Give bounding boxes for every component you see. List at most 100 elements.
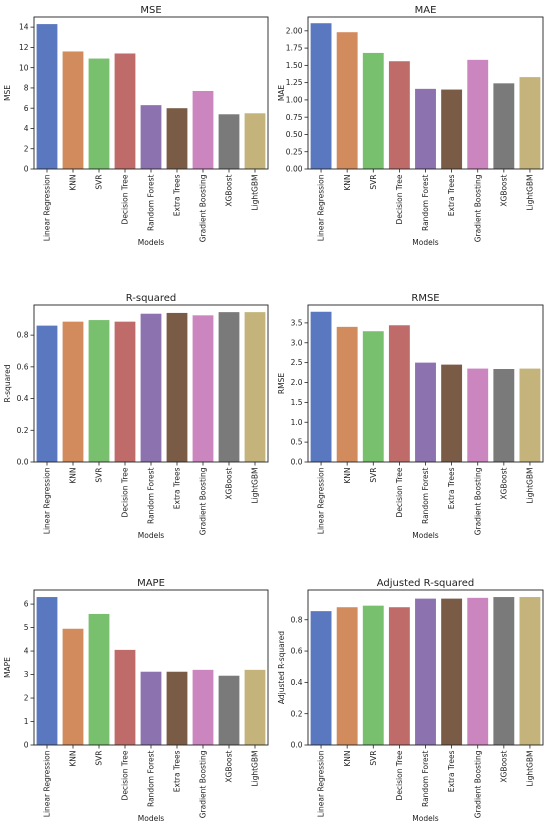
x-tick-label: SVR bbox=[369, 751, 378, 766]
bar bbox=[388, 607, 410, 745]
bar bbox=[140, 313, 162, 462]
y-axis-label: MAE bbox=[277, 85, 286, 102]
y-tick-label: 1.75 bbox=[286, 44, 303, 53]
x-tick-label: Extra Trees bbox=[447, 174, 456, 216]
bar bbox=[310, 611, 332, 745]
bar bbox=[362, 605, 384, 745]
bar bbox=[336, 607, 358, 745]
bar bbox=[36, 24, 58, 170]
chart-title: RMSE bbox=[411, 293, 439, 304]
y-tick-label: 0.0 bbox=[17, 458, 29, 467]
x-tick-label: LightGBM bbox=[251, 751, 260, 787]
x-tick-label: Linear Regression bbox=[43, 174, 52, 241]
x-tick-label: Extra Trees bbox=[173, 750, 182, 792]
y-tick-label: 3.5 bbox=[291, 318, 303, 327]
y-tick-label: 3.0 bbox=[291, 338, 303, 347]
y-tick-label: 0 bbox=[24, 165, 29, 174]
chart-title: MSE bbox=[140, 5, 161, 16]
y-tick-label: 10 bbox=[19, 63, 29, 72]
y-tick-label: 2.00 bbox=[286, 26, 303, 35]
bar bbox=[218, 312, 240, 462]
bar bbox=[114, 649, 136, 745]
bar bbox=[310, 311, 332, 462]
x-tick-label: LightGBM bbox=[526, 751, 535, 787]
bar bbox=[336, 32, 358, 170]
y-tick-label: 0.6 bbox=[17, 362, 29, 371]
bar bbox=[36, 325, 58, 462]
bar bbox=[519, 597, 541, 745]
x-axis-label: Models bbox=[412, 238, 439, 247]
x-tick-label: Gradient Boosting bbox=[199, 174, 208, 242]
x-tick-label: Linear Regression bbox=[317, 467, 326, 534]
bar bbox=[388, 325, 410, 462]
chart-panel-5: 0 1 2 3 4 5 6 Linear Regression KNN SVR Decision T… bbox=[3, 578, 269, 823]
bar bbox=[415, 362, 436, 462]
x-tick-label: Gradient Boosting bbox=[199, 750, 208, 818]
bar bbox=[218, 675, 240, 745]
x-tick-label: Linear Regression bbox=[317, 174, 326, 241]
x-tick-label: Extra Trees bbox=[447, 750, 456, 792]
y-tick-label: 1.5 bbox=[291, 398, 303, 407]
y-tick-label: 4 bbox=[24, 647, 29, 656]
chart-title: Adjusted R-squared bbox=[377, 578, 475, 589]
bar bbox=[310, 23, 332, 169]
bar bbox=[519, 368, 541, 462]
bar bbox=[88, 320, 110, 462]
bar bbox=[441, 364, 463, 462]
y-axis-label: MAPE bbox=[3, 657, 12, 678]
bar bbox=[62, 51, 84, 170]
x-axis-label: Models bbox=[138, 814, 165, 823]
x-tick-label: KNN bbox=[69, 751, 78, 767]
x-tick-label: Extra Trees bbox=[173, 174, 182, 216]
y-axis-label: R-squared bbox=[3, 364, 12, 402]
x-tick-label: Gradient Boosting bbox=[473, 750, 482, 818]
x-tick-label: LightGBM bbox=[251, 468, 260, 504]
y-tick-label: 6 bbox=[24, 600, 29, 609]
y-tick-label: 6 bbox=[24, 104, 29, 113]
x-tick-label: KNN bbox=[343, 468, 352, 484]
x-tick-label: LightGBM bbox=[526, 468, 535, 504]
bar bbox=[441, 598, 463, 745]
chart-title: MAPE bbox=[137, 578, 165, 589]
x-tick-label: XGBoost bbox=[225, 174, 234, 206]
bar bbox=[244, 312, 266, 462]
chart-panel-4: 0.0 0.5 1.0 1.5 2.0 2.5 3.0 3.5 Linear Regressio… bbox=[277, 293, 544, 540]
x-tick-label: Linear Regression bbox=[43, 750, 52, 817]
chart-panel-6: 0.0 0.2 0.4 0.6 0.8 Linear Regression KNN SVR De… bbox=[277, 578, 544, 823]
y-tick-label: 4 bbox=[24, 124, 29, 133]
bar bbox=[519, 77, 541, 169]
x-tick-label: Decision Tree bbox=[395, 467, 404, 517]
y-tick-label: 2 bbox=[24, 694, 29, 703]
y-tick-label: 12 bbox=[19, 43, 29, 52]
x-axis-label: Models bbox=[138, 531, 165, 540]
bar bbox=[140, 105, 162, 169]
x-tick-label: Random Forest bbox=[147, 174, 156, 231]
bar bbox=[336, 326, 358, 462]
bar bbox=[140, 671, 162, 745]
y-tick-label: 0.8 bbox=[291, 615, 303, 624]
bar bbox=[62, 628, 84, 745]
y-tick-label: 5 bbox=[24, 623, 29, 632]
x-tick-label: Decision Tree bbox=[121, 750, 130, 800]
x-tick-label: Linear Regression bbox=[43, 467, 52, 534]
y-axis-label: Adjusted R-squared bbox=[277, 631, 286, 704]
y-tick-label: 2.0 bbox=[291, 378, 303, 387]
x-tick-label: SVR bbox=[369, 468, 378, 483]
x-tick-label: XGBoost bbox=[225, 750, 234, 782]
y-tick-label: 0.00 bbox=[286, 165, 303, 174]
chart-panel-3: 0.0 0.2 0.4 0.6 0.8 Linear Regression KNN SVR De… bbox=[3, 293, 269, 540]
x-tick-label: Extra Trees bbox=[447, 467, 456, 509]
bar bbox=[114, 321, 136, 462]
y-tick-label: 0.75 bbox=[286, 113, 303, 122]
bar bbox=[166, 671, 188, 745]
bar bbox=[244, 669, 266, 745]
y-tick-label: 1.0 bbox=[291, 418, 303, 427]
bar bbox=[441, 89, 463, 169]
x-tick-label: Extra Trees bbox=[173, 467, 182, 509]
x-tick-label: KNN bbox=[69, 468, 78, 484]
y-tick-label: 0.2 bbox=[17, 426, 29, 435]
x-tick-label: Linear Regression bbox=[317, 750, 326, 817]
x-tick-label: Decision Tree bbox=[395, 174, 404, 224]
bar bbox=[114, 53, 136, 170]
